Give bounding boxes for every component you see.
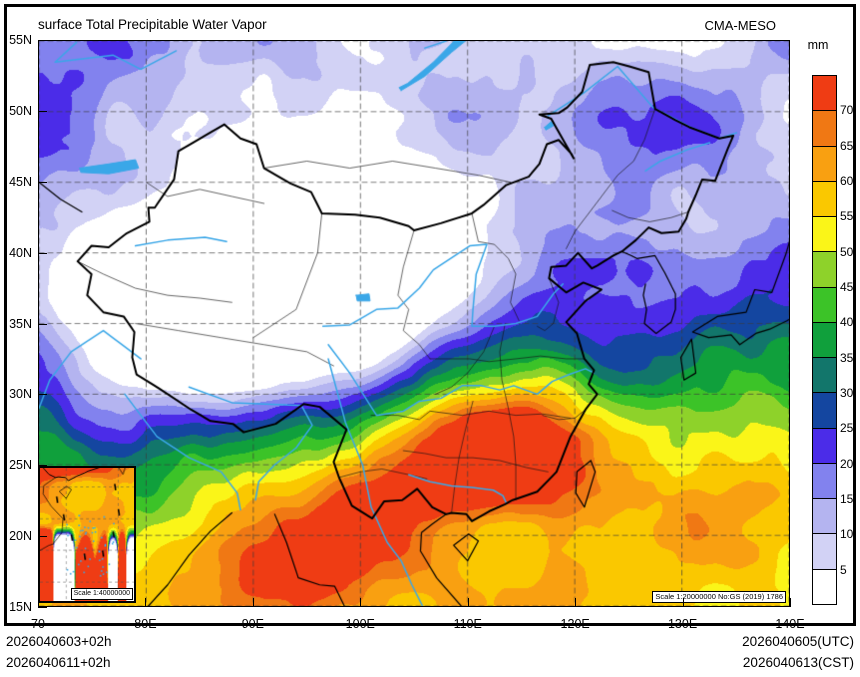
colorbar-tick-label: 20 — [840, 456, 854, 471]
colorbar-tick-label: 25 — [840, 421, 854, 436]
latitude-tick-label: 20N — [9, 529, 32, 544]
latitude-tick-label: 50N — [9, 103, 32, 118]
colorbar-unit-label: mm — [807, 38, 829, 52]
latitude-tick-mark — [38, 536, 47, 538]
inset-field — [40, 468, 134, 601]
longitude-tick-mark — [252, 598, 254, 607]
latitude-tick-label: 25N — [9, 458, 32, 473]
longitude-tick-mark — [145, 598, 147, 607]
init-time-cst: 2026040611+02h — [6, 655, 111, 670]
map-plot-area[interactable]: Scale 1:20000000 No:GS (2019) 1786 — [38, 40, 790, 607]
longitude-tick-label: 130E — [667, 617, 698, 631]
colorbar-band — [813, 146, 836, 182]
colorbar-band — [813, 181, 836, 218]
longitude-tick-mark — [360, 598, 362, 607]
colorbar-band — [813, 534, 836, 570]
latitude-tick-label: 45N — [9, 174, 32, 189]
south-china-sea-inset-map[interactable]: Scale 1:40000000 — [38, 466, 136, 603]
longitude-tick-label: 70 — [31, 617, 45, 631]
colorbar-tick-label: 10 — [840, 527, 854, 542]
colorbar-tick-label: 40 — [840, 315, 854, 330]
colorbar-band — [813, 358, 836, 394]
longitude-tick-label: 80E — [134, 617, 157, 631]
colorbar-tick-label: 15 — [840, 492, 854, 506]
longitude-tick-mark — [38, 598, 39, 607]
longitude-tick-label: 120E — [560, 617, 590, 631]
longitude-tick-label: 140E — [775, 617, 805, 631]
longitude-tick-mark — [575, 598, 577, 607]
latitude-tick-label: 30N — [9, 387, 32, 402]
colorbar-band — [813, 569, 836, 604]
latitude-tick-label: 35N — [9, 316, 32, 331]
colorbar-tick-label: 30 — [840, 386, 854, 400]
latitude-tick-mark — [38, 110, 47, 112]
valid-time-cst: 2026040613(CST) — [742, 655, 854, 670]
colorbar-tick-label: 60 — [840, 174, 854, 188]
map-scale-note: Scale 1:20000000 No:GS (2019) 1786 — [652, 591, 786, 603]
colorbar-band — [813, 499, 836, 535]
init-time-utc: 2026040603+02h — [6, 634, 112, 649]
precipitable-water-field — [39, 41, 789, 606]
latitude-tick-label: 40N — [9, 245, 32, 260]
colorbar-band — [813, 287, 836, 323]
latitude-tick-mark — [38, 323, 47, 325]
longitude-tick-mark — [790, 598, 791, 607]
colorbar-band — [813, 322, 836, 359]
latitude-tick-mark — [38, 181, 47, 183]
colorbar-band — [813, 428, 836, 464]
colorbar-tick-label: 55 — [840, 209, 854, 224]
colorbar-tick-label: 45 — [840, 280, 854, 294]
colorbar-band — [813, 252, 836, 288]
model-label: CMA-MESO — [704, 18, 777, 33]
latitude-tick-label: 55N — [9, 33, 32, 47]
colorbar-band — [813, 76, 836, 112]
latitude-tick-mark — [38, 394, 47, 396]
colorbar-tick-label: 5 — [840, 562, 847, 577]
colorbar-tick-label: 50 — [840, 244, 854, 259]
longitude-tick-label: 90E — [241, 617, 264, 631]
colorbar-tick-label: 70 — [840, 103, 854, 118]
valid-time-utc: 2026040605(UTC) — [742, 634, 854, 649]
latitude-tick-mark — [38, 40, 47, 41]
longitude-tick-mark — [682, 598, 684, 607]
latitude-tick-mark — [38, 607, 47, 608]
inset-scale-note: Scale 1:40000000 — [70, 588, 133, 600]
latitude-tick-label: 15N — [9, 600, 32, 614]
colorbar-band — [813, 111, 836, 147]
latitude-tick-mark — [38, 252, 47, 254]
colorbar-tick-label: 65 — [840, 138, 854, 153]
longitude-tick-label: 110E — [453, 617, 482, 631]
colorbar-band — [813, 463, 836, 500]
latitude-tick-mark — [38, 465, 47, 467]
colorbar[interactable] — [812, 75, 837, 605]
colorbar-tick-label: 35 — [840, 350, 854, 365]
page-title: surface Total Precipitable Water Vapor — [38, 17, 267, 32]
longitude-tick-label: 100E — [345, 617, 375, 631]
colorbar-band — [813, 217, 836, 253]
colorbar-band — [813, 393, 836, 429]
longitude-tick-mark — [467, 598, 469, 607]
